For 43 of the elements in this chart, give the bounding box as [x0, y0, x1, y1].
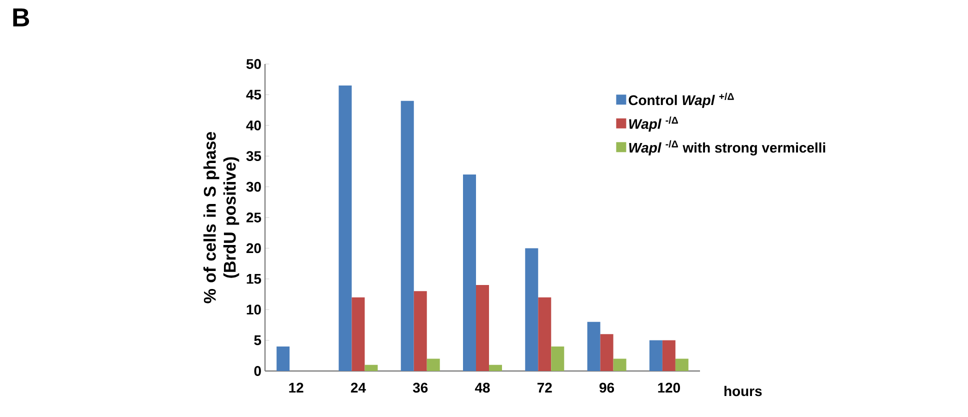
x-tick-label: 48: [474, 382, 490, 393]
x-tick-label: 120: [658, 382, 680, 393]
y-tick-label: 45: [246, 90, 262, 100]
x-tick-label: 24: [350, 382, 366, 393]
y-tick-label: 10: [246, 304, 261, 315]
y-tick-label: 15: [246, 274, 262, 284]
y-tick-label: 50: [246, 59, 261, 69]
y-tick-label: 20: [246, 243, 261, 254]
y-tick-label: 40: [246, 120, 261, 130]
bar: [551, 346, 564, 371]
y-axis-title: % of cells in S phase (BrdU positive): [203, 132, 240, 304]
y-tick-label: 30: [246, 182, 261, 192]
x-tick-label: 36: [412, 382, 428, 393]
bar: [364, 364, 378, 371]
y-tick-label: 5: [254, 335, 262, 346]
bar: [489, 364, 502, 371]
text: B: [13, 8, 30, 26]
bar: [426, 358, 440, 371]
y-tick-label: 0: [254, 366, 261, 376]
x-tick-label: 72: [537, 382, 552, 393]
bar: [400, 100, 414, 371]
bar: [587, 322, 600, 371]
bar: [662, 340, 676, 371]
bar: [352, 297, 365, 371]
bar: [525, 248, 538, 371]
bar: [414, 291, 427, 371]
bar: [463, 174, 476, 371]
bar: [600, 334, 614, 371]
legend-label: Control Wapl $^{+/Δ}$: [628, 92, 734, 108]
y-tick-label: 25: [246, 212, 262, 222]
bar: [675, 358, 688, 371]
x-axis-title: hours: [724, 386, 762, 396]
x-tick-label: 96: [600, 382, 614, 393]
bar: [538, 297, 552, 371]
y-tick-label: 35: [246, 151, 262, 162]
bar: [476, 285, 490, 371]
bar: [338, 85, 352, 371]
x-tick-label: 12: [289, 382, 304, 393]
bar: [613, 358, 626, 371]
bar: [276, 346, 290, 371]
legend-label: Wapl $^{-/Δ}$ with strong vermicelli: [629, 140, 826, 156]
bar: [649, 340, 662, 371]
legend-label: Wapl $^{-/Δ}$: [629, 116, 678, 132]
